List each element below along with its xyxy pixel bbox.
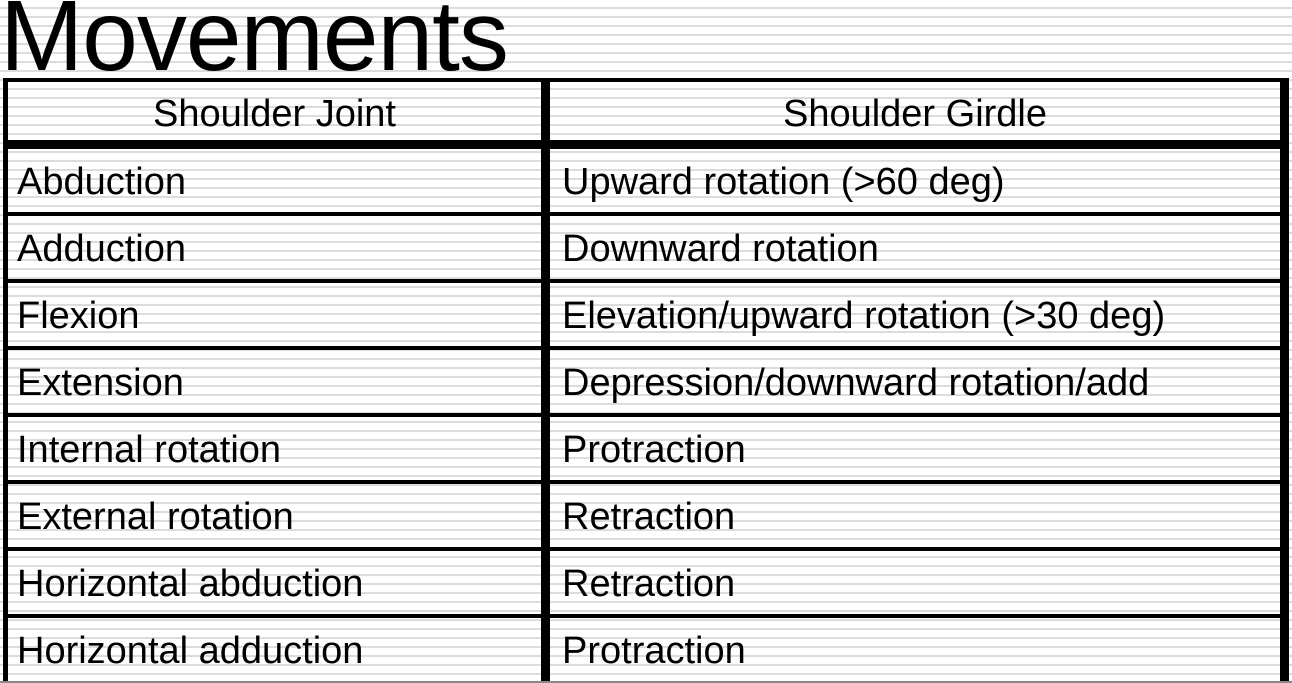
row-border bbox=[3, 212, 1287, 216]
row-border bbox=[3, 547, 1287, 551]
cell-girdle: Protraction bbox=[562, 429, 746, 471]
cell-girdle: Protraction bbox=[562, 630, 746, 672]
table-right-border bbox=[1280, 78, 1289, 683]
header-shoulder-girdle: Shoulder Girdle bbox=[782, 93, 1048, 135]
row-border bbox=[3, 279, 1287, 283]
cell-joint: External rotation bbox=[17, 496, 294, 538]
bottom-edge bbox=[0, 681, 1292, 683]
cell-joint: Abduction bbox=[17, 161, 187, 203]
cell-girdle: Depression/downward rotation/add bbox=[562, 362, 1150, 404]
cell-joint: Flexion bbox=[17, 295, 140, 337]
cell-joint: Internal rotation bbox=[17, 429, 282, 471]
row-border bbox=[3, 480, 1287, 484]
header-shoulder-joint: Shoulder Joint bbox=[153, 93, 396, 135]
cell-girdle: Retraction bbox=[562, 496, 736, 538]
header-border bbox=[3, 140, 1287, 149]
column-divider bbox=[541, 78, 550, 683]
table-left-border bbox=[3, 78, 8, 683]
row-border bbox=[3, 614, 1287, 618]
cell-joint: Horizontal abduction bbox=[17, 563, 364, 605]
slide-title: Movements bbox=[0, 0, 509, 92]
cell-girdle: Upward rotation (>60 deg) bbox=[562, 161, 1005, 203]
cell-girdle: Retraction bbox=[562, 563, 736, 605]
row-border bbox=[3, 346, 1287, 350]
cell-joint: Adduction bbox=[17, 228, 187, 270]
cell-girdle: Elevation/upward rotation (>30 deg) bbox=[562, 295, 1166, 337]
cell-joint: Horizontal adduction bbox=[17, 630, 364, 672]
row-border bbox=[3, 413, 1287, 417]
cell-joint: Extension bbox=[17, 362, 184, 404]
table-top-border bbox=[3, 78, 1287, 82]
cell-girdle: Downward rotation bbox=[562, 228, 879, 270]
